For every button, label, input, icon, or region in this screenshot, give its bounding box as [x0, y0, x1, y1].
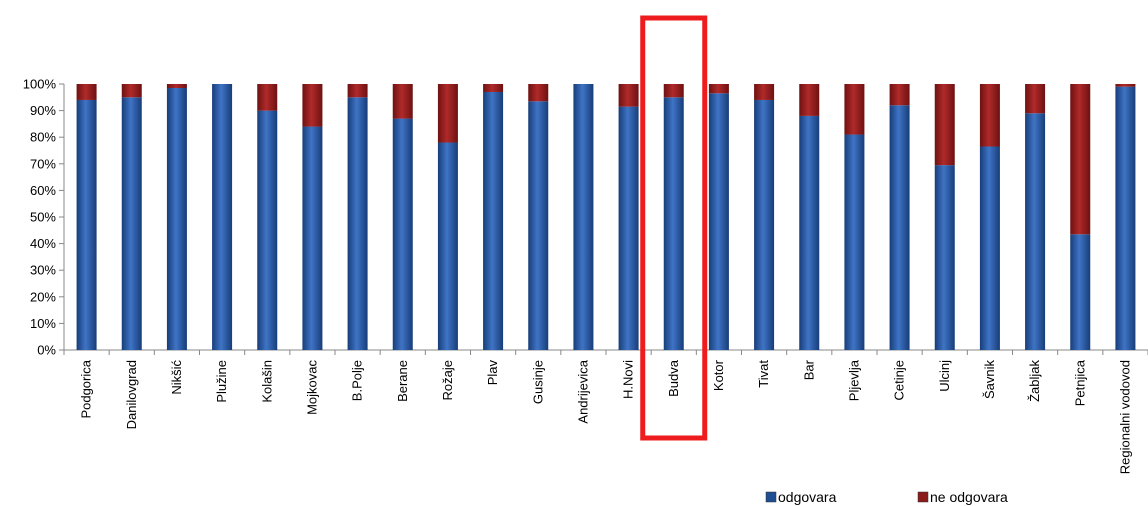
x-tick-label: Cetinje: [892, 360, 907, 400]
category-labels: Podgorica Danilovgrad Nikšić Plužine Kolašin…: [79, 359, 1133, 474]
axes: 0% 10% 20% 30% 40% 50% 60% 70% 80% 90% 100%: [23, 77, 1148, 358]
bar-segment-ne-odgovara: [979, 84, 1000, 147]
bar-segment-ne-odgovara: [844, 84, 865, 135]
bar-segment-ne-odgovara: [392, 84, 413, 119]
bar-segment-ne-odgovara: [347, 84, 368, 98]
bar-segment-odgovara: [302, 126, 323, 350]
bar-segment-ne-odgovara: [663, 84, 684, 98]
y-tick-label: 30%: [30, 263, 56, 278]
bar-segment-odgovara: [257, 110, 278, 350]
legend-label-ne-odgovara: ne odgovara: [930, 489, 1008, 505]
bar-segment-ne-odgovara: [1025, 84, 1046, 114]
bar-segment-odgovara: [663, 97, 684, 350]
highlight-overlay: [640, 15, 708, 441]
x-tick-label: Budva: [666, 359, 681, 397]
bar-segment-odgovara: [483, 91, 504, 350]
legend-label-odgovara: odgovara: [778, 489, 837, 505]
bar-segment-odgovara: [528, 101, 549, 350]
bar-segment-ne-odgovara: [799, 84, 820, 116]
bar-segment-odgovara: [754, 99, 775, 351]
highlight-box: [640, 15, 708, 441]
bar-segment-odgovara: [392, 118, 413, 350]
bar-segment-odgovara: [121, 97, 142, 350]
bar-segment-ne-odgovara: [437, 84, 458, 143]
bar-segment-ne-odgovara: [121, 84, 142, 98]
legend-swatch-ne-odgovara: [917, 491, 929, 503]
bar-segment-ne-odgovara: [302, 84, 323, 127]
y-tick-label: 100%: [23, 77, 57, 92]
x-tick-label: Plav: [485, 360, 500, 386]
x-tick-label: Regionalni vodovod: [1117, 360, 1132, 474]
x-tick-label: Gusinje: [530, 360, 545, 404]
y-tick-label: 50%: [30, 210, 56, 225]
x-tick-label: Podgorica: [79, 359, 94, 418]
x-tick-label: Pljevlja: [846, 359, 861, 401]
x-tick-label: Tivat: [756, 360, 771, 388]
bar-segment-odgovara: [1115, 86, 1136, 350]
y-tick-label: 70%: [30, 156, 56, 171]
x-tick-label: Rožaje: [440, 360, 455, 400]
bar-segment-ne-odgovara: [528, 84, 549, 102]
x-tick-label: Ulcinj: [937, 360, 952, 392]
bar-segment-ne-odgovara: [1070, 84, 1091, 235]
legend-swatch-odgovara: [765, 491, 777, 503]
bar-segment-ne-odgovara: [889, 84, 910, 106]
bar-segment-odgovara: [166, 87, 187, 351]
x-tick-label: H.Novi: [621, 360, 636, 399]
bar-segment-odgovara: [573, 84, 594, 350]
x-tick-label: Kolašin: [259, 360, 274, 403]
bar-segment-odgovara: [979, 146, 1000, 350]
bar-segment-odgovara: [708, 93, 729, 350]
bar-segment-odgovara: [76, 99, 97, 351]
bar-segment-odgovara: [934, 165, 955, 350]
bar-segment-odgovara: [889, 105, 910, 350]
bar-segment-ne-odgovara: [934, 84, 955, 166]
bar-segment-odgovara: [1070, 234, 1091, 350]
y-tick-label: 0%: [37, 343, 56, 358]
x-tick-label: Berane: [395, 360, 410, 402]
bar-segment-ne-odgovara: [1115, 84, 1136, 87]
bar-segment-odgovara: [437, 142, 458, 350]
x-tick-label: Šavnik: [982, 360, 997, 400]
bar-segment-ne-odgovara: [708, 84, 729, 94]
y-tick-label: 20%: [30, 289, 56, 304]
x-tick-label: Petnjica: [1072, 359, 1087, 406]
x-tick-label: Plužine: [214, 360, 229, 403]
bar-segment-odgovara: [1025, 113, 1046, 350]
bar-segment-odgovara: [212, 84, 233, 350]
bar-segment-odgovara: [799, 115, 820, 350]
y-tick-label: 10%: [30, 316, 56, 331]
x-tick-label: Andrijevica: [575, 359, 590, 423]
x-tick-label: Mojkovac: [304, 360, 319, 415]
x-tick-label: Kotor: [711, 359, 726, 391]
bars: [76, 84, 1136, 351]
x-tick-label: B.Polje: [350, 360, 365, 401]
x-tick-label: Bar: [801, 359, 816, 380]
y-tick-label: 40%: [30, 236, 56, 251]
y-tick-label: 90%: [30, 103, 56, 118]
bar-segment-ne-odgovara: [483, 84, 504, 92]
bar-segment-odgovara: [347, 97, 368, 350]
bar-segment-ne-odgovara: [618, 84, 639, 107]
bar-segment-ne-odgovara: [754, 84, 775, 100]
y-tick-label: 60%: [30, 183, 56, 198]
x-tick-label: Nikšić: [169, 360, 184, 395]
bar-segment-ne-odgovara: [166, 84, 187, 88]
bar-segment-ne-odgovara: [76, 84, 97, 100]
bar-segment-odgovara: [844, 134, 865, 350]
bar-segment-ne-odgovara: [257, 84, 278, 111]
y-tick-label: 80%: [30, 130, 56, 145]
x-tick-label: Danilovgrad: [124, 360, 139, 429]
x-tick-label: Žabljak: [1027, 360, 1042, 402]
legend: odgovara ne odgovara: [765, 489, 1008, 505]
bar-segment-odgovara: [618, 106, 639, 350]
